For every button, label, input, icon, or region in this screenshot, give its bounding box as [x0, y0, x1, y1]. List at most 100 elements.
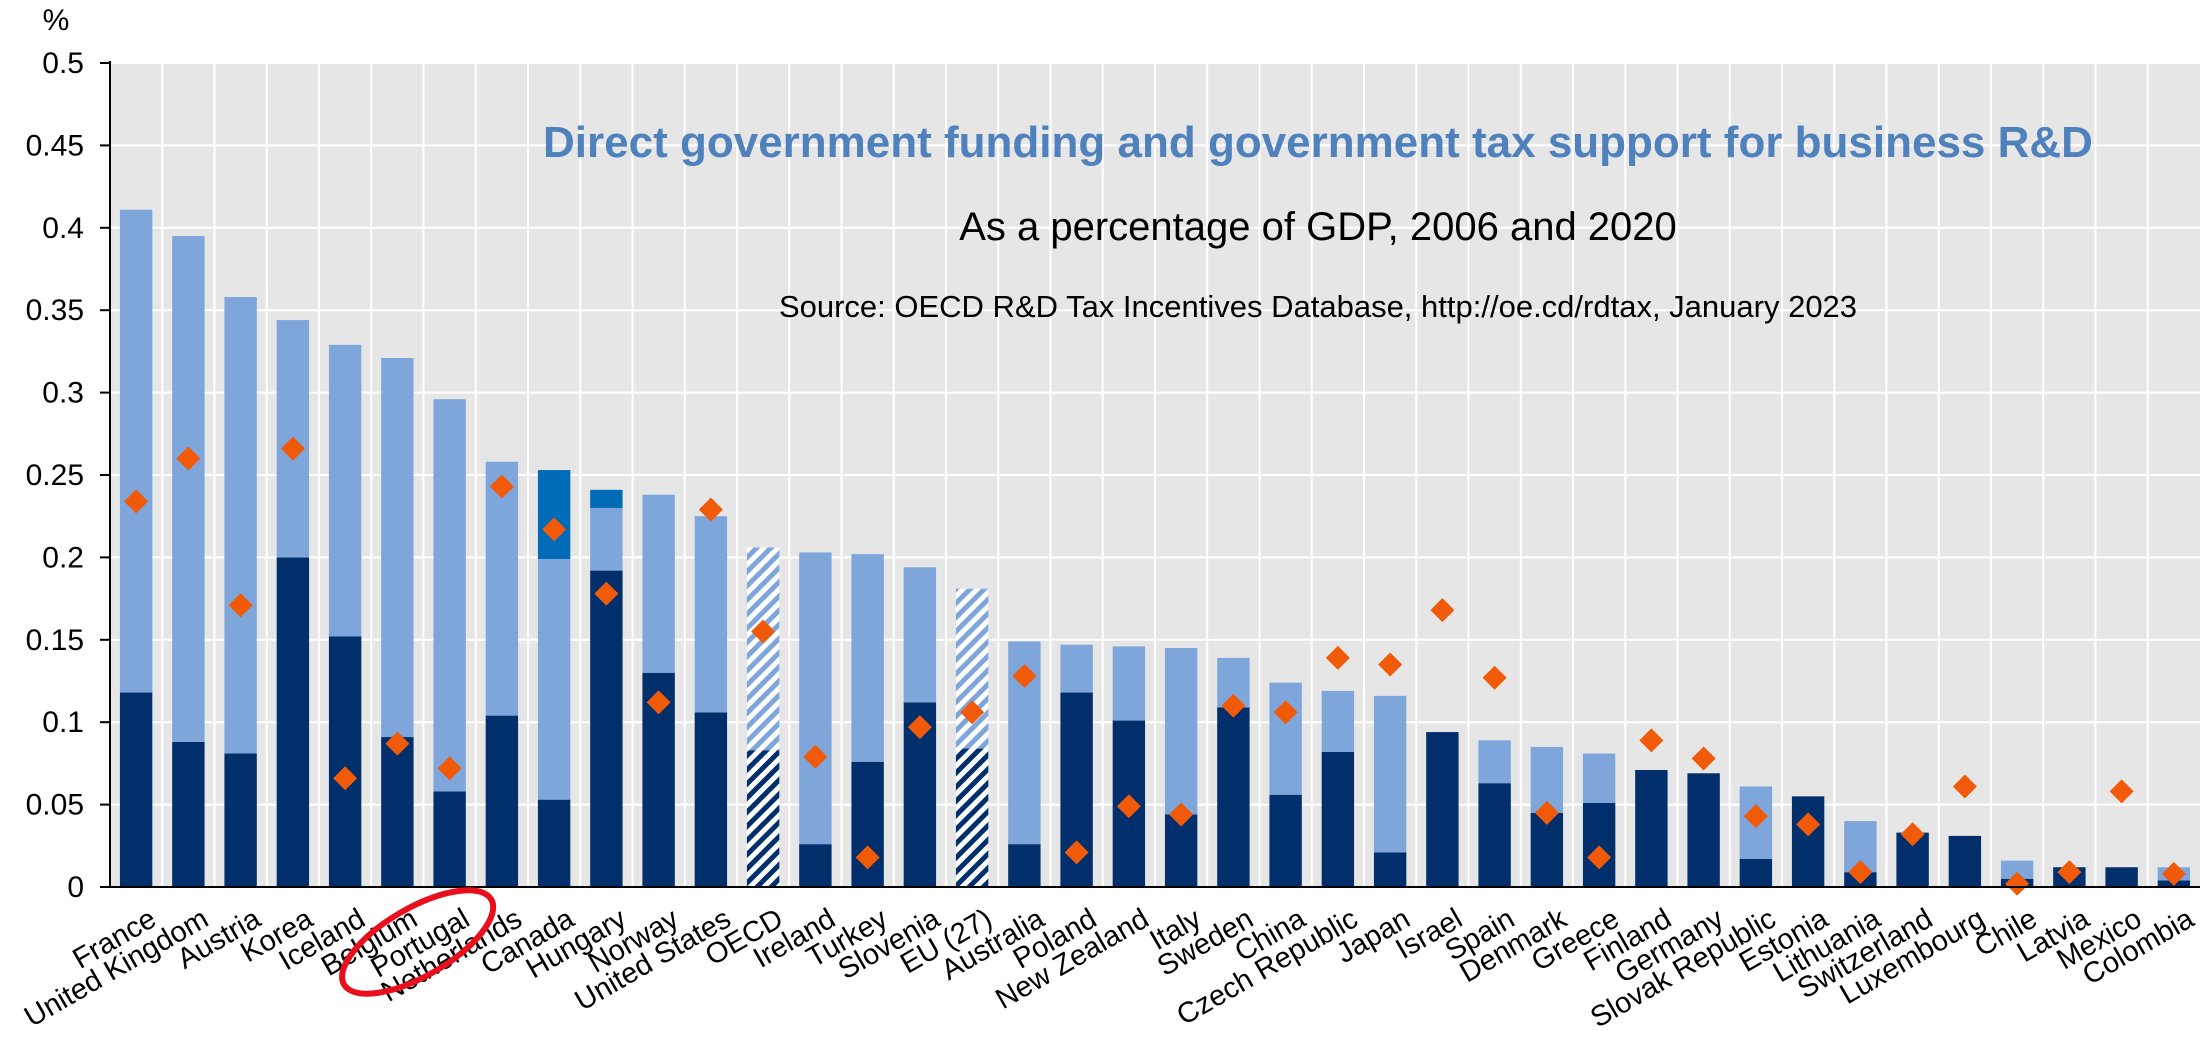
y-axis-unit: %	[43, 4, 70, 37]
y-tick-label: 0.15	[26, 624, 84, 657]
bar-segment-series-1	[1530, 812, 1564, 887]
bar-segment-series-2	[1164, 648, 1198, 815]
data-marker	[280, 436, 305, 461]
y-tick-label: 0.3	[42, 377, 84, 410]
bar-segment-series-1	[1582, 802, 1616, 887]
bar-segment-series-2	[642, 494, 675, 673]
data-marker	[1064, 840, 1089, 865]
data-marker	[2109, 779, 2134, 804]
y-tick-label: 0.45	[26, 129, 84, 162]
data-marker	[489, 474, 514, 499]
bar-segment-series-2	[903, 567, 937, 703]
bar-segment-series-1	[1426, 732, 1459, 887]
bar-segment-series-1	[224, 753, 257, 887]
bar-segment-series-1	[590, 570, 623, 887]
bar-segment-series-1	[1739, 858, 1773, 887]
bar-segment-series-2	[1269, 682, 1302, 795]
bar-segment-series-2	[119, 209, 153, 693]
data-marker	[1848, 860, 1873, 885]
data-marker	[1639, 728, 1664, 753]
data-marker	[2005, 871, 2030, 896]
bar-segment-series-2	[694, 516, 728, 713]
data-marker	[385, 731, 410, 756]
bar-segment-series-1	[119, 692, 153, 887]
bar-segment-series-2	[328, 344, 362, 637]
data-marker	[2057, 860, 2082, 885]
bar-segment-series-2	[1582, 753, 1616, 803]
data-marker	[907, 715, 932, 740]
chart-subtitle: As a percentage of GDP, 2006 and 2020	[959, 205, 1677, 249]
data-marker	[803, 744, 828, 769]
data-marker	[1482, 665, 1507, 690]
bar-segment-series-1	[276, 557, 310, 887]
y-axis: 0 0.05 0.1 0.15 0.2 0.25 0.3 0.35 0.4 0.45 0.5	[26, 47, 111, 904]
data-marker	[333, 766, 358, 791]
y-tick-label: 0	[67, 871, 84, 904]
bar-segment-series-2	[851, 554, 884, 762]
data-marker	[1378, 652, 1403, 677]
y-tick-label: 0.1	[42, 706, 84, 739]
data-marker	[2161, 861, 2186, 886]
bar-segment-series-1	[1478, 783, 1511, 887]
data-marker	[542, 517, 567, 542]
bar-segment-series-2	[1373, 695, 1407, 853]
data-marker	[960, 700, 985, 725]
data-marker	[1743, 804, 1768, 829]
bar-segment-series-1	[799, 844, 832, 887]
bar-segment-series-1	[955, 748, 989, 887]
y-tick-label: 0.5	[42, 47, 84, 80]
bar-segment-series-3	[590, 489, 623, 508]
bar-segment-series-2	[1060, 644, 1093, 693]
data-marker	[124, 489, 149, 514]
y-tick-label: 0.4	[42, 212, 84, 245]
bar-segment-series-2	[1321, 690, 1355, 752]
data-marker	[751, 619, 776, 644]
bar-segment-series-2	[224, 297, 257, 754]
chart-source: Source: OECD R&D Tax Incentives Database…	[779, 289, 1857, 324]
y-tick-label: 0.35	[26, 294, 84, 327]
bar-segment-series-1	[694, 712, 728, 887]
data-marker	[594, 581, 619, 606]
bar-segment-series-1	[537, 799, 571, 887]
bar-segment-series-1	[1164, 814, 1198, 887]
y-tick-label: 0.2	[42, 541, 84, 574]
bar-segment-series-1	[1791, 796, 1825, 887]
y-tick-label: 0.25	[26, 459, 84, 492]
data-marker	[1325, 645, 1350, 670]
bar-segment-series-1	[485, 715, 519, 887]
data-marker	[1691, 746, 1716, 771]
bar-segment-series-1	[1687, 773, 1720, 887]
bar-segment-series-1	[381, 737, 414, 887]
bar-segment-series-2	[537, 559, 571, 800]
data-marker	[1900, 822, 1925, 847]
bar-segment-series-1	[1948, 835, 1982, 887]
bar-segment-series-1	[1269, 794, 1302, 887]
data-marker	[1587, 845, 1612, 870]
bar-segment-series-2	[1112, 646, 1146, 721]
data-marker	[228, 593, 253, 618]
bar-segment-series-2	[955, 588, 989, 749]
bar-segment-series-1	[1373, 852, 1407, 887]
markers	[124, 436, 2186, 896]
data-marker	[176, 446, 201, 471]
data-marker	[1952, 774, 1977, 799]
highlight-ellipse	[339, 887, 497, 997]
bar-segment-series-1	[328, 636, 362, 887]
data-marker	[1221, 693, 1246, 718]
bar-segment-series-1	[1217, 707, 1250, 887]
data-marker	[1169, 802, 1194, 827]
bar-segment-series-2	[172, 236, 205, 742]
bar-segment-series-1	[746, 750, 780, 887]
bar-segment-series-2	[590, 507, 623, 571]
bar-segment-series-1	[433, 791, 466, 887]
data-marker	[437, 756, 462, 781]
data-marker	[646, 690, 671, 715]
data-marker	[698, 497, 723, 522]
bar-segment-series-1	[1635, 769, 1668, 887]
bar-segment-series-2	[381, 357, 414, 738]
bar-segment-series-1	[172, 741, 205, 887]
bar-segment-series-2	[433, 399, 466, 792]
y-tick-label: 0.05	[26, 789, 84, 822]
